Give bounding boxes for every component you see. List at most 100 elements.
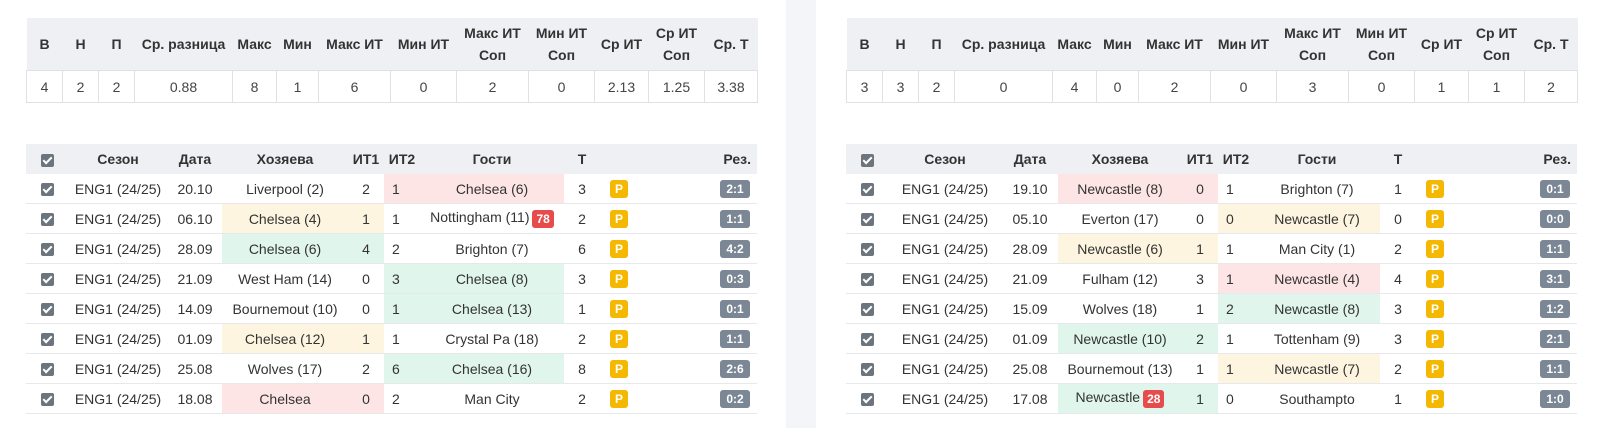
row-checkbox[interactable] — [860, 213, 874, 227]
row-checkbox[interactable] — [40, 243, 54, 257]
p-badge[interactable]: P — [610, 329, 628, 348]
match-home-team[interactable]: Bournemout (10) — [222, 293, 348, 324]
match-row[interactable]: ENG1 (24/25) 25.08 Wolves (17) 2 6 Chelsea (1… — [26, 353, 757, 384]
match-home-team[interactable]: Chelsea (6) — [222, 233, 348, 264]
result-badge[interactable]: 1:0 — [1540, 389, 1570, 408]
match-home-team[interactable]: Everton (17) — [1058, 203, 1182, 234]
match-row[interactable]: ENG1 (24/25) 28.09 Newcastle (6) 1 1 Man City… — [846, 233, 1577, 264]
p-badge[interactable]: P — [610, 239, 628, 258]
match-away-team[interactable]: Chelsea (8) — [420, 263, 564, 294]
p-badge[interactable]: P — [1426, 329, 1444, 348]
row-checkbox[interactable] — [40, 303, 54, 317]
p-badge[interactable]: P — [1426, 359, 1444, 378]
result-badge[interactable]: 0:0 — [1540, 209, 1570, 228]
match-home-team[interactable]: Fulham (12) — [1058, 263, 1182, 294]
result-badge[interactable]: 1:1 — [1540, 359, 1570, 378]
match-row[interactable]: ENG1 (24/25) 21.09 Fulham (12) 3 1 Newcastle … — [846, 263, 1577, 294]
p-badge[interactable]: P — [610, 269, 628, 288]
match-row[interactable]: ENG1 (24/25) 18.08 Chelsea 0 2 Man City 2 P 0:2 — [26, 383, 757, 414]
result-badge[interactable]: 2:1 — [1540, 329, 1570, 348]
p-badge[interactable]: P — [1426, 239, 1444, 258]
match-home-team[interactable]: Chelsea — [222, 383, 348, 414]
p-badge[interactable]: P — [1426, 269, 1444, 288]
match-away-team[interactable]: Brighton (7) — [420, 233, 564, 264]
row-checkbox[interactable] — [40, 393, 54, 407]
match-row[interactable]: ENG1 (24/25) 14.09 Bournemout (10) 0 1 Chelse… — [26, 293, 757, 324]
result-badge[interactable]: 1:1 — [720, 329, 750, 348]
match-row[interactable]: ENG1 (24/25) 06.10 Chelsea (4) 1 1 Nottingham… — [26, 203, 757, 234]
stats-header: В — [26, 18, 63, 71]
select-all-checkbox[interactable] — [860, 153, 874, 167]
match-home-team[interactable]: Newcastle (8) — [1058, 174, 1182, 204]
match-row[interactable]: ENG1 (24/25) 19.10 Newcastle (8) 0 1 Brighton… — [846, 174, 1577, 204]
match-home-team[interactable]: Wolves (17) — [222, 353, 348, 384]
result-badge[interactable]: 2:6 — [720, 359, 750, 378]
result-badge[interactable]: 1:1 — [720, 209, 750, 228]
row-checkbox[interactable] — [860, 303, 874, 317]
result-badge[interactable]: 1:2 — [1540, 299, 1570, 318]
row-checkbox[interactable] — [860, 363, 874, 377]
match-row[interactable]: ENG1 (24/25) 01.09 Newcastle (10) 2 1 Tottenh… — [846, 323, 1577, 354]
match-away-team[interactable]: Man City (1) — [1254, 233, 1380, 264]
row-checkbox[interactable] — [40, 333, 54, 347]
row-checkbox[interactable] — [860, 243, 874, 257]
match-row[interactable]: ENG1 (24/25) 17.08 Newcastle 28 1 0 Southampto… — [846, 383, 1577, 414]
p-badge[interactable]: P — [1426, 179, 1444, 198]
match-away-team[interactable]: Newcastle (8) — [1254, 293, 1380, 324]
match-away-team[interactable]: Chelsea (13) — [420, 293, 564, 324]
p-badge[interactable]: P — [1426, 209, 1444, 228]
result-badge[interactable]: 0:1 — [1540, 179, 1570, 198]
match-away-team[interactable]: Chelsea (6) — [420, 174, 564, 204]
match-home-team[interactable]: Wolves (18) — [1058, 293, 1182, 324]
match-away-team[interactable]: Man City — [420, 383, 564, 414]
result-badge[interactable]: 0:1 — [720, 299, 750, 318]
result-badge[interactable]: 4:2 — [720, 239, 750, 258]
match-row[interactable]: ENG1 (24/25) 05.10 Everton (17) 0 0 Newcastle… — [846, 203, 1577, 234]
row-checkbox[interactable] — [40, 213, 54, 227]
match-row[interactable]: ENG1 (24/25) 21.09 West Ham (14) 0 3 Chelsea … — [26, 263, 757, 294]
row-checkbox[interactable] — [860, 393, 874, 407]
match-away-team[interactable]: Newcastle (4) — [1254, 263, 1380, 294]
match-row[interactable]: ENG1 (24/25) 01.09 Chelsea (12) 1 1 Crystal P… — [26, 323, 757, 354]
result-badge[interactable]: 0:2 — [720, 389, 750, 408]
match-home-team[interactable]: Newcastle (6) — [1058, 233, 1182, 264]
p-badge[interactable]: P — [1426, 299, 1444, 318]
match-away-team[interactable]: Southampto — [1254, 383, 1380, 414]
match-home-team[interactable]: West Ham (14) — [222, 263, 348, 294]
row-checkbox[interactable] — [40, 363, 54, 377]
match-away-team[interactable]: Brighton (7) — [1254, 174, 1380, 204]
match-away-team[interactable]: Chelsea (16) — [420, 353, 564, 384]
row-checkbox[interactable] — [860, 273, 874, 287]
p-badge[interactable]: P — [1426, 389, 1444, 408]
match-home-team[interactable]: Liverpool (2) — [222, 174, 348, 204]
match-row[interactable]: ENG1 (24/25) 15.09 Wolves (18) 1 2 Newcastle … — [846, 293, 1577, 324]
p-badge[interactable]: P — [610, 389, 628, 408]
match-row[interactable]: ENG1 (24/25) 28.09 Chelsea (6) 4 2 Brighton (… — [26, 233, 757, 264]
result-badge[interactable]: 3:1 — [1540, 269, 1570, 288]
match-home-team[interactable]: Bournemout (13) — [1058, 353, 1182, 384]
select-all-checkbox[interactable] — [40, 153, 54, 167]
match-away-team[interactable]: Crystal Pa (18) — [420, 323, 564, 354]
match-away-team[interactable]: Nottingham (11) 78 — [420, 203, 564, 234]
match-away-team[interactable]: Tottenham (9) — [1254, 323, 1380, 354]
match-away-team[interactable]: Newcastle (7) — [1254, 353, 1380, 384]
match-away-team[interactable]: Newcastle (7) — [1254, 203, 1380, 234]
p-badge[interactable]: P — [610, 359, 628, 378]
row-checkbox[interactable] — [860, 183, 874, 197]
result-badge[interactable]: 2:1 — [720, 179, 750, 198]
match-row[interactable]: ENG1 (24/25) 25.08 Bournemout (13) 1 1 Newcas… — [846, 353, 1577, 384]
match-row[interactable]: ENG1 (24/25) 20.10 Liverpool (2) 2 1 Chelsea … — [26, 174, 757, 204]
result-badge[interactable]: 0:3 — [720, 269, 750, 288]
p-badge[interactable]: P — [610, 179, 628, 198]
match-home-team[interactable]: Newcastle 28 — [1058, 383, 1182, 414]
row-checkbox[interactable] — [40, 183, 54, 197]
row-checkbox[interactable] — [40, 273, 54, 287]
p-badge[interactable]: P — [610, 299, 628, 318]
match-home-team[interactable]: Chelsea (12) — [222, 323, 348, 354]
p-badge[interactable]: P — [610, 209, 628, 228]
result-badge[interactable]: 1:1 — [1540, 239, 1570, 258]
match-home-team[interactable]: Chelsea (4) — [222, 203, 348, 234]
row-checkbox[interactable] — [860, 333, 874, 347]
stats-value: 1.25 — [648, 70, 705, 103]
match-home-team[interactable]: Newcastle (10) — [1058, 323, 1182, 354]
